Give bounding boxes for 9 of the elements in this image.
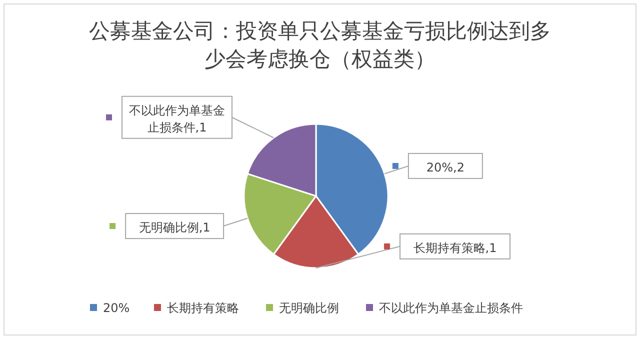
title: 公募基金公司：投资单只公募基金亏损比例达到多少会考虑换仓（权益类） bbox=[89, 19, 551, 71]
data-label: 不以此作为单基金止损条件,1 bbox=[129, 103, 225, 134]
legend-label: 无明确比例 bbox=[279, 301, 339, 315]
legend-label: 长期持有策略 bbox=[167, 301, 239, 315]
data-label: 无明确比例,1 bbox=[138, 220, 210, 235]
legend-label: 20% bbox=[103, 301, 130, 315]
data-label: 20%,2 bbox=[426, 160, 465, 174]
data-label: 长期持有策略,1 bbox=[413, 240, 497, 255]
legend-label: 不以此作为单基金止损条件 bbox=[379, 301, 523, 315]
